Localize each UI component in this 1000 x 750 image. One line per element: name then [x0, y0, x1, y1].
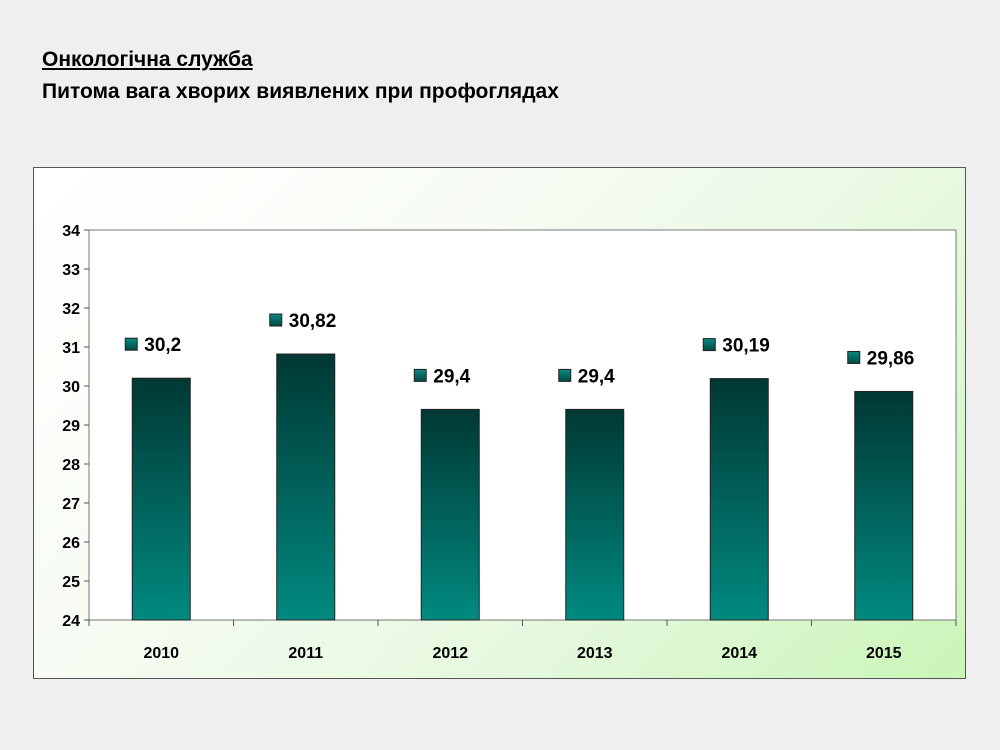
data-label: 30,19 — [722, 336, 770, 357]
series-marker — [269, 313, 283, 327]
x-tick-label: 2015 — [866, 645, 902, 662]
x-tick-label: 2010 — [143, 645, 179, 662]
bar — [565, 408, 625, 621]
bar — [131, 377, 191, 621]
y-tick-label: 34 — [62, 223, 80, 240]
data-labels: 30,2 30,82 29,4 29,4 30,19 29,86 — [124, 311, 915, 387]
page-subtitle: Питома вага хворих виявлених при профогл… — [42, 80, 559, 103]
y-tick-label: 24 — [62, 613, 80, 630]
y-tick-label: 27 — [62, 496, 80, 513]
data-label: 29,86 — [867, 348, 915, 369]
series-marker — [847, 350, 861, 364]
x-tick-label: 2011 — [288, 645, 323, 662]
series-marker — [124, 337, 138, 351]
bar — [854, 390, 914, 621]
y-tick-label: 29 — [62, 418, 80, 435]
bar — [709, 378, 769, 621]
data-label: 30,82 — [289, 311, 337, 332]
y-axis: 24 25 26 27 28 29 30 31 32 33 34 — [62, 223, 89, 630]
series-marker — [702, 338, 716, 352]
chart-frame: 24 25 26 27 28 29 30 31 32 33 34 2010 2011 2012 2013 2… — [33, 167, 966, 679]
bars — [131, 353, 914, 621]
x-tick-label: 2014 — [721, 645, 757, 662]
y-tick-label: 32 — [62, 301, 80, 318]
y-tick-label: 28 — [62, 457, 80, 474]
bar — [276, 353, 336, 621]
page-title: Онкологічна служба — [42, 48, 253, 71]
series-marker — [413, 368, 427, 382]
y-tick-label: 26 — [62, 535, 80, 552]
x-axis: 2010 2011 2012 2013 2014 2015 — [88, 620, 957, 662]
series-marker — [558, 368, 572, 382]
plot-area — [88, 229, 957, 621]
data-label: 29,4 — [578, 366, 615, 387]
y-tick-label: 31 — [62, 340, 80, 357]
y-tick-label: 30 — [62, 379, 80, 396]
x-tick-label: 2012 — [432, 645, 468, 662]
bar — [420, 408, 480, 621]
y-tick-label: 33 — [62, 262, 80, 279]
y-tick-label: 25 — [62, 574, 80, 591]
data-label: 30,2 — [144, 335, 181, 356]
data-label: 29,4 — [433, 366, 470, 387]
title-block: Онкологічна служба Питома вага хворих ви… — [42, 44, 559, 108]
x-tick-label: 2013 — [577, 645, 613, 662]
